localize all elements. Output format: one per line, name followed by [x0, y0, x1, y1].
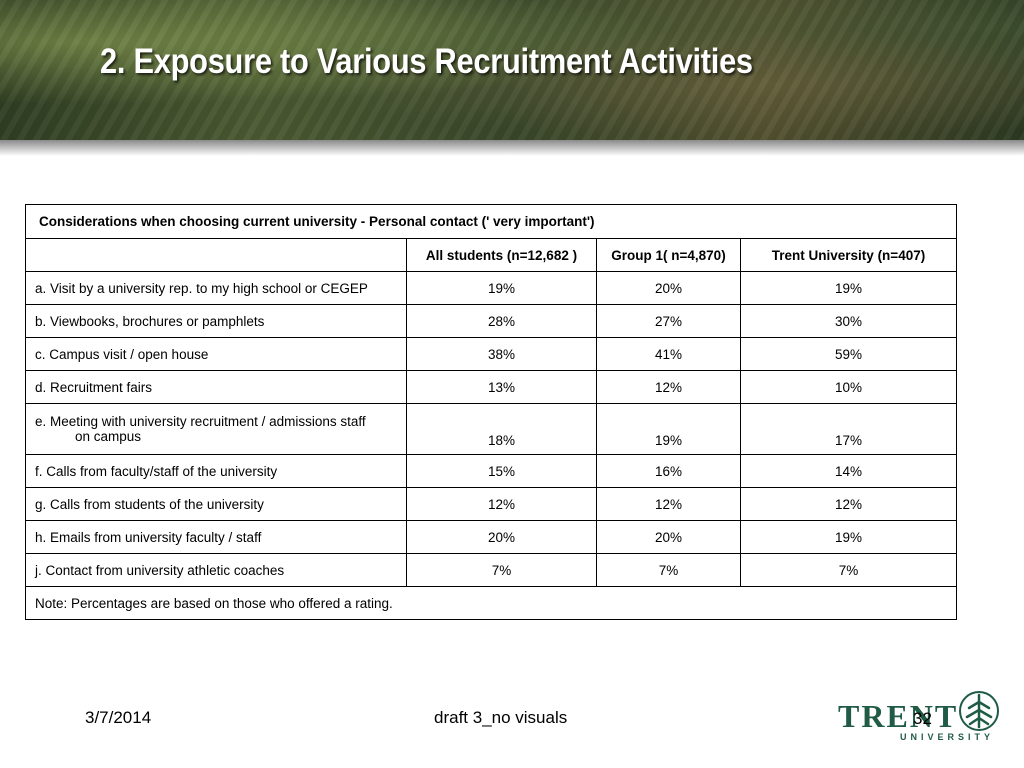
cell-group-1: 41%	[596, 337, 741, 371]
cell-trent: 30%	[740, 304, 957, 338]
table-caption: Considerations when choosing current uni…	[25, 204, 957, 239]
row-label: b. Viewbooks, brochures or pamphlets	[25, 304, 407, 338]
cell-all-students: 38%	[406, 337, 597, 371]
cell-group-1: 7%	[596, 553, 741, 587]
cell-group-1: 27%	[596, 304, 741, 338]
cell-trent: 7%	[740, 553, 957, 587]
table-row: g. Calls from students of the university…	[25, 487, 957, 521]
cell-all-students: 15%	[406, 454, 597, 488]
cell-trent: 12%	[740, 487, 957, 521]
cell-group-1: 12%	[596, 487, 741, 521]
row-label: e. Meeting with university recruitment /…	[25, 403, 407, 455]
cell-all-students: 7%	[406, 553, 597, 587]
row-label: g. Calls from students of the university	[25, 487, 407, 521]
row-label: a. Visit by a university rep. to my high…	[25, 271, 407, 305]
cell-group-1: 20%	[596, 520, 741, 554]
cell-group-1: 12%	[596, 370, 741, 404]
row-label: c. Campus visit / open house	[25, 337, 407, 371]
cell-group-1: 19%	[596, 403, 741, 455]
cell-trent: 19%	[740, 271, 957, 305]
cell-all-students: 12%	[406, 487, 597, 521]
cell-trent: 14%	[740, 454, 957, 488]
table-row: e. Meeting with university recruitment /…	[25, 403, 957, 455]
row-label: f. Calls from faculty/staff of the unive…	[25, 454, 407, 488]
footer-date: 3/7/2014	[85, 708, 152, 727]
cell-trent: 19%	[740, 520, 957, 554]
table-row: a. Visit by a university rep. to my high…	[25, 271, 957, 305]
logo-wordmark: TRENT	[838, 698, 959, 734]
header-group-1: Group 1( n=4,870)	[596, 238, 741, 272]
table-row: d. Recruitment fairs 13% 12% 10%	[25, 370, 957, 404]
cell-all-students: 13%	[406, 370, 597, 404]
page-title: 2. Exposure to Various Recruitment Activ…	[100, 42, 753, 81]
table-row: b. Viewbooks, brochures or pamphlets 28%…	[25, 304, 957, 338]
title-banner	[0, 0, 1024, 140]
banner-shadow	[0, 140, 1024, 156]
table-row: c. Campus visit / open house 38% 41% 59%	[25, 337, 957, 371]
cell-trent: 10%	[740, 370, 957, 404]
recruitment-table: Considerations when choosing current uni…	[25, 204, 957, 620]
logo-subtext: UNIVERSITY	[900, 732, 995, 742]
cell-all-students: 18%	[406, 403, 597, 455]
cell-trent: 17%	[740, 403, 957, 455]
slide-number: 32	[913, 709, 932, 728]
footer-center-text: draft 3_no visuals	[434, 708, 568, 727]
cell-group-1: 16%	[596, 454, 741, 488]
cell-all-students: 19%	[406, 271, 597, 305]
row-label: j. Contact from university athletic coac…	[25, 553, 407, 587]
tree-crest-icon	[959, 691, 999, 731]
cell-all-students: 28%	[406, 304, 597, 338]
cell-trent: 59%	[740, 337, 957, 371]
cell-group-1: 20%	[596, 271, 741, 305]
table-row: j. Contact from university athletic coac…	[25, 553, 957, 587]
header-trent-university: Trent University (n=407)	[740, 238, 957, 272]
table-caption-row: Considerations when choosing current uni…	[25, 204, 957, 239]
row-label-line-1: e. Meeting with university recruitment /…	[35, 414, 366, 429]
header-empty-cell	[25, 238, 407, 272]
row-label: d. Recruitment fairs	[25, 370, 407, 404]
table-header-row: All students (n=12,682 ) Group 1( n=4,87…	[25, 238, 957, 272]
row-label: h. Emails from university faculty / staf…	[25, 520, 407, 554]
header-all-students: All students (n=12,682 )	[406, 238, 597, 272]
trent-university-logo: TRENT UNIVERSITY	[836, 690, 1002, 746]
table-note: Note: Percentages are based on those who…	[25, 586, 957, 620]
banner-texture	[0, 0, 1024, 140]
table-note-row: Note: Percentages are based on those who…	[25, 586, 957, 620]
table-row: f. Calls from faculty/staff of the unive…	[25, 454, 957, 488]
cell-all-students: 20%	[406, 520, 597, 554]
row-label-line-2: on campus	[75, 429, 142, 444]
table-row: h. Emails from university faculty / staf…	[25, 520, 957, 554]
